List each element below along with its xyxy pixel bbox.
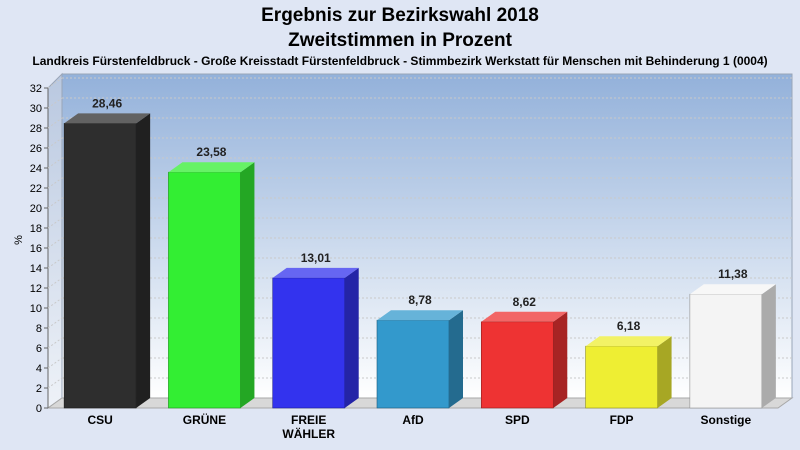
- bar-top: [689, 284, 776, 295]
- grid-line-wall: [47, 137, 63, 149]
- bar-top: [168, 162, 255, 173]
- grid-line-wall: [47, 317, 63, 329]
- bar-side: [657, 336, 672, 408]
- y-tick-label: 14: [30, 263, 42, 275]
- data-labels: 28,46 23,58 13,01 8,78 8,62 6,18 11,38: [92, 96, 748, 333]
- bar-sonstige: [689, 284, 776, 409]
- bar-side: [136, 113, 151, 409]
- x-tick-label: FDP: [610, 413, 634, 427]
- chart-title-line1: Ergebnis zur Bezirkswahl 2018: [261, 5, 539, 26]
- grid-line-wall: [47, 157, 63, 169]
- y-tick-label: 10: [30, 303, 42, 315]
- grid-line-wall: [47, 197, 63, 209]
- y-tick-label: 20: [30, 203, 42, 215]
- bar-front: [168, 171, 241, 409]
- y-tick-label: 12: [30, 283, 42, 295]
- bars: [63, 113, 776, 409]
- bar-front: [63, 123, 137, 409]
- grid-line-wall: [47, 97, 63, 109]
- y-tick-label: 28: [30, 123, 42, 135]
- bar-side: [553, 311, 568, 408]
- grid-line-wall: [47, 377, 63, 389]
- grid-line-wall: [47, 237, 63, 249]
- bar-freie-wähler: [272, 267, 359, 409]
- chart-title-line2: Zweitstimmen in Prozent: [288, 30, 512, 51]
- bar-front: [272, 277, 346, 409]
- x-tick-label: Sonstige: [701, 413, 752, 427]
- y-axis-label: %: [13, 235, 25, 245]
- grid-line-wall: [47, 117, 63, 129]
- bar-front: [376, 319, 450, 409]
- bar-value-label: 28,46: [92, 96, 122, 110]
- grid-line-wall: [47, 257, 63, 269]
- bar-value-label: 8,78: [408, 293, 432, 307]
- bar-side: [344, 267, 359, 408]
- bar-top: [481, 311, 568, 322]
- y-tick-label: 24: [30, 163, 42, 175]
- chart-subtitle: Landkreis Fürstenfeldbruck - Große Kreis…: [32, 54, 767, 68]
- plot-left-wall: [47, 72, 63, 409]
- grid-line-wall: [47, 297, 63, 309]
- bar-side: [449, 310, 463, 408]
- x-tick-label: AfD: [402, 413, 424, 427]
- y-tick-label: 2: [36, 383, 42, 395]
- grid-line-wall: [47, 77, 63, 89]
- bar-value-label: 8,62: [513, 295, 537, 309]
- bar-side: [761, 284, 776, 408]
- bar-csu: [63, 113, 151, 409]
- y-tick-label: 16: [30, 243, 42, 255]
- bar-top: [377, 310, 463, 321]
- bar-front: [585, 345, 658, 409]
- bar-fdp: [585, 336, 672, 409]
- grid-line-wall: [47, 337, 63, 349]
- bar-value-label: 13,01: [301, 251, 331, 265]
- x-tick-label: SPD: [505, 413, 530, 427]
- y-tick-label: 32: [30, 83, 42, 95]
- y-tick-label: 6: [36, 343, 42, 355]
- bar-side: [240, 162, 255, 408]
- bar-value-label: 6,18: [617, 319, 641, 333]
- bar-front: [480, 321, 554, 409]
- y-tick-label: 18: [30, 223, 42, 235]
- y-tick-label: 26: [30, 143, 42, 155]
- grid-line-wall: [47, 177, 63, 189]
- y-tick-label: 8: [36, 323, 42, 335]
- y-tick-label: 0: [36, 403, 42, 415]
- y-tick-label: 22: [30, 183, 42, 195]
- grid-line-wall: [47, 277, 63, 289]
- bar-spd: [480, 311, 568, 409]
- y-tick-label: 4: [36, 363, 42, 375]
- y-tick-label: 30: [30, 103, 42, 115]
- bar-grüne: [168, 162, 255, 409]
- x-tick-label: CSU: [87, 413, 112, 427]
- bar-afd: [376, 310, 463, 409]
- grid-line-wall: [47, 217, 63, 229]
- bar-top: [64, 113, 151, 124]
- bar-value-label: 23,58: [196, 145, 226, 159]
- x-tick-label: GRÜNE: [183, 412, 226, 427]
- x-tick-label: FREIE: [291, 413, 326, 427]
- bar-top: [585, 336, 672, 347]
- bar-top: [272, 267, 359, 278]
- bar-front: [689, 293, 763, 409]
- x-tick-label: WÄHLER: [282, 426, 335, 441]
- bar-value-label: 11,38: [718, 267, 748, 281]
- grid-line-wall: [47, 357, 63, 369]
